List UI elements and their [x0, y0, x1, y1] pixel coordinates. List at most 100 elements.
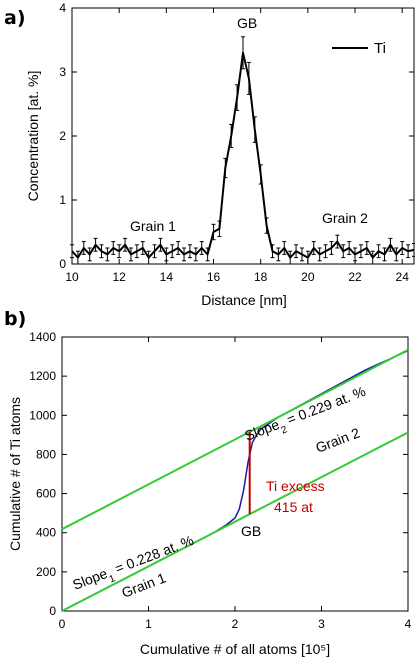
- a-errorbar-19: [182, 247, 187, 262]
- a-errorbar-23: [205, 247, 210, 262]
- a-errorbar-50: [364, 241, 369, 255]
- b-xtick-label-2: 2: [232, 617, 239, 631]
- a-xtick-label-2: 14: [160, 270, 174, 284]
- legend-label-ti: Ti: [374, 40, 386, 57]
- a-errorbar-6: [105, 247, 110, 262]
- a-errorbar-15: [158, 237, 163, 252]
- a-errorbar-56: [400, 241, 405, 255]
- a-series-0-line: [71, 51, 415, 259]
- chart-a-xlabel: Distance [nm]: [201, 292, 287, 308]
- a-errorbar-53: [382, 247, 387, 262]
- chart-a-marks: [70, 36, 415, 265]
- a-errorbar-16: [164, 247, 169, 262]
- a-xtick-label-5: 20: [301, 270, 315, 284]
- b-ytick-label-4: 800: [36, 447, 56, 461]
- a-errorbar-27: [229, 123, 234, 149]
- slope-1-sub: 1: [108, 573, 118, 585]
- a-errorbar-7: [111, 241, 116, 255]
- b-xtick-label-4: 4: [405, 617, 412, 631]
- a-errorbar-38: [294, 244, 299, 259]
- a-errorbar-11: [134, 244, 139, 259]
- a-xtick-label-0: 10: [65, 270, 79, 284]
- a-xtick-label-3: 16: [207, 270, 221, 284]
- a-errorbar-18: [176, 241, 181, 255]
- a-ytick-label-1: 1: [59, 193, 66, 207]
- b-ytick-label-0: 0: [49, 604, 56, 618]
- slope-2-word: Slope: [242, 416, 281, 444]
- chart-a-ylabel: Concentration [at. %]: [25, 71, 41, 202]
- a-errorbar-35: [276, 247, 281, 262]
- a-errorbar-3: [87, 247, 92, 262]
- a-errorbar-13: [146, 250, 151, 265]
- a-errorbar-8: [117, 244, 122, 259]
- chart-b-ylabel: Cumulative # of Ti atoms: [7, 397, 23, 551]
- annotation-ti-excess: Ti excess: [266, 478, 325, 494]
- a-errorbar-55: [394, 247, 399, 262]
- a-errorbar-40: [305, 250, 310, 265]
- b-series-1-line: [61, 431, 409, 612]
- a-errorbar-33: [264, 217, 269, 234]
- b-ytick-label-3: 600: [36, 487, 56, 501]
- a-errorbar-17: [170, 244, 175, 259]
- a-errorbar-22: [199, 241, 204, 255]
- a-errorbar-42: [317, 247, 322, 262]
- b-ytick-label-5: 1000: [29, 408, 56, 422]
- annotation-grain-2-b: Grain 2: [313, 424, 362, 455]
- a-errorbar-51: [370, 250, 375, 265]
- a-errorbar-26: [223, 157, 228, 179]
- a-errorbar-20: [187, 244, 192, 259]
- a-errorbar-2: [81, 241, 86, 255]
- a-errorbar-36: [282, 241, 287, 255]
- a-xtick-label-7: 24: [396, 270, 410, 284]
- b-ytick-label-1: 200: [36, 565, 56, 579]
- a-errorbar-47: [347, 241, 352, 255]
- panel-label-b: b): [4, 308, 26, 330]
- a-errorbar-54: [388, 237, 393, 252]
- a-ytick-label-3: 3: [59, 65, 66, 79]
- a-xtick-label-1: 12: [112, 270, 126, 284]
- a-errorbar-29: [241, 36, 245, 70]
- chart-b-xlabel: Cumulative # of all atoms [10⁵]: [140, 641, 330, 657]
- a-errorbar-5: [99, 244, 104, 259]
- a-errorbar-24: [211, 223, 216, 241]
- a-errorbar-28: [235, 84, 240, 111]
- a-errorbar-58: [412, 243, 415, 257]
- a-errorbar-32: [258, 164, 263, 185]
- a-errorbar-48: [353, 247, 358, 262]
- annotation-grain-1-a: Grain 1: [130, 218, 176, 234]
- a-errorbar-9: [123, 237, 128, 252]
- a-errorbar-14: [152, 244, 157, 259]
- a-errorbar-31: [252, 116, 257, 143]
- a-errorbar-49: [358, 244, 363, 259]
- a-errorbar-10: [128, 247, 133, 262]
- a-errorbar-45: [335, 234, 340, 249]
- b-series-2-line: [61, 349, 409, 531]
- a-xtick-label-6: 22: [348, 270, 362, 284]
- slope-2-sub: 2: [280, 424, 290, 436]
- a-errorbar-1: [75, 250, 80, 265]
- a-ytick-label-4: 4: [59, 1, 66, 15]
- annotation-gb-b: GB: [241, 523, 261, 539]
- a-errorbar-46: [341, 244, 346, 259]
- a-errorbar-34: [270, 244, 275, 259]
- a-errorbar-0: [70, 244, 74, 259]
- b-xtick-label-1: 1: [145, 617, 152, 631]
- chart-b-marks: [61, 349, 409, 612]
- a-xtick-label-4: 18: [254, 270, 268, 284]
- a-errorbar-43: [323, 244, 328, 259]
- b-xtick-label-0: 0: [59, 617, 66, 631]
- slope-2-rest: = 0.229 at. %: [281, 383, 368, 429]
- a-ytick-label-2: 2: [59, 129, 66, 143]
- annotation-gb-a: GB: [237, 15, 257, 31]
- a-errorbar-44: [329, 241, 334, 255]
- chart-b-ticks: 0 1 2 3 4 0 200 400 600 800 1000 1200 1400: [29, 330, 411, 631]
- a-ytick-label-0: 0: [59, 257, 66, 271]
- a-errorbar-25: [217, 220, 222, 237]
- annotation-grain-1-b: Grain 1: [119, 569, 168, 600]
- a-errorbar-30: [246, 61, 251, 95]
- b-xtick-label-3: 3: [318, 617, 325, 631]
